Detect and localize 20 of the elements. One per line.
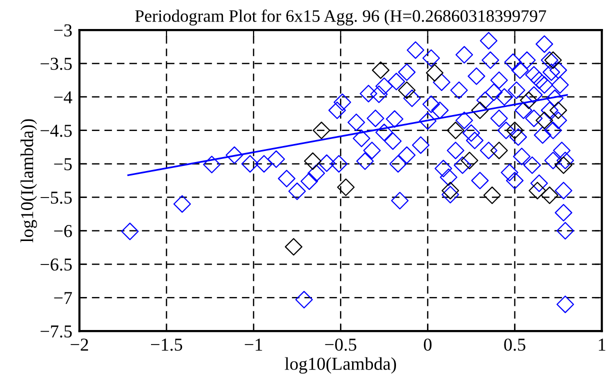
x-tick-label: 1 [598,338,606,351]
y-axis-title: log10(I(lambda)) [20,119,37,242]
x-tick-label: 0.5 [504,338,526,351]
y-tick-label: −3.5 [40,58,72,70]
x-axis-title: log10(Lambda) [284,357,396,374]
x-tick-label: −2 [70,338,88,351]
y-tick-label: −4.5 [40,124,72,137]
y-tick-label: −6.5 [40,258,72,271]
y-tick-label: −5.5 [40,192,72,204]
x-tick-label: −1.5 [151,338,182,351]
x-tick-label: 0 [424,338,432,351]
y-tick-label: −7.5 [40,326,72,338]
y-tick-label: −4 [54,91,72,104]
chart-title: Periodogram Plot for 6x15 Agg. 96 (H=0.26860318399797 [135,9,546,26]
y-tick-label: −3 [54,24,72,36]
x-tick-label: −1 [244,338,262,351]
y-tick-label: −5 [54,158,72,170]
x-tick-label: −0.5 [325,338,356,351]
y-tick-label: −6 [54,225,72,238]
y-tick-label: −7 [54,292,72,304]
